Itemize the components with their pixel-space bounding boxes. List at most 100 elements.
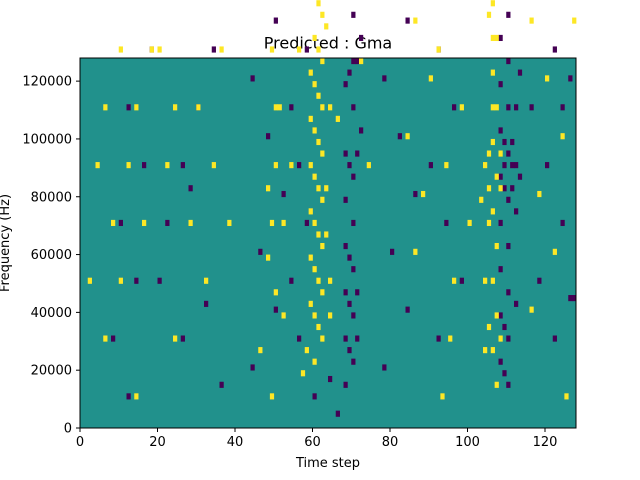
- heatmap-cell-high: [316, 231, 321, 238]
- heatmap-cell-low: [343, 243, 348, 250]
- y-tick-label: 60000: [31, 248, 72, 263]
- heatmap-cell-low: [452, 104, 457, 111]
- heatmap-cell-low: [498, 81, 503, 88]
- heatmap-cell-low: [568, 75, 573, 82]
- heatmap-cell-high: [316, 92, 321, 99]
- heatmap-cell-high: [281, 312, 286, 319]
- heatmap-cell-high: [316, 138, 321, 146]
- heatmap-cell-high: [320, 104, 325, 111]
- heatmap-cell-high: [529, 306, 534, 313]
- heatmap-cell-low: [188, 185, 193, 192]
- y-axis-label: Frequency (Hz): [0, 194, 13, 292]
- plot-area: [79, 0, 577, 429]
- x-axis: 0 20 40 60 80 100 120: [76, 428, 558, 450]
- heatmap-cell-low: [498, 219, 503, 227]
- heatmap-cell-high: [494, 243, 499, 250]
- heatmap-cell-low: [498, 358, 503, 365]
- heatmap-cell-low: [405, 17, 410, 24]
- heatmap-cell-low: [498, 127, 503, 134]
- heatmap-cell-low: [343, 381, 348, 388]
- heatmap-cell-high: [413, 17, 418, 24]
- heatmap-cell-low: [289, 277, 294, 284]
- heatmap-cell-low: [343, 150, 348, 157]
- heatmap-cell-low: [506, 243, 511, 250]
- heatmap-cell-high: [316, 323, 321, 331]
- heatmap-cell-high: [312, 219, 317, 227]
- heatmap-cell-high: [308, 254, 313, 261]
- heatmap-cell-high: [320, 335, 325, 342]
- heatmap-cell-low: [351, 11, 356, 18]
- heatmap-cell-high: [483, 347, 488, 354]
- heatmap-cell-low: [514, 162, 519, 169]
- heatmap-cell-low: [343, 196, 348, 203]
- heatmap-cell-low: [506, 196, 511, 203]
- heatmap-cell-high: [266, 254, 271, 261]
- heatmap-cell-high: [320, 196, 325, 203]
- heatmap-cell-low: [180, 335, 185, 342]
- heatmap-cell-low: [351, 266, 356, 273]
- heatmap-cell-high: [173, 335, 178, 342]
- heatmap-cell-high: [494, 381, 499, 388]
- heatmap-cell-low: [343, 335, 348, 342]
- heatmap-cell-low: [498, 173, 503, 180]
- y-tick-label: 120000: [22, 75, 72, 90]
- heatmap-cell-high: [312, 358, 317, 365]
- heatmap-cell-high: [308, 162, 313, 169]
- heatmap-cell-low: [502, 370, 507, 377]
- heatmap-cell-low: [506, 150, 511, 157]
- heatmap-cell-low: [355, 289, 360, 296]
- heatmap-cell-high: [498, 150, 503, 157]
- heatmap-cell-low: [498, 34, 503, 42]
- heatmap-cell-low: [281, 190, 286, 198]
- heatmap-cell-high: [494, 312, 499, 319]
- heatmap-cell-low: [211, 46, 216, 53]
- heatmap-cell-low: [328, 375, 333, 383]
- heatmap-cell-high: [308, 115, 313, 122]
- heatmap-cell-low: [510, 138, 515, 146]
- heatmap-cell-high: [308, 300, 313, 307]
- heatmap-cell-low: [347, 300, 352, 307]
- x-tick-label: 40: [227, 435, 244, 450]
- heatmap-cell-high: [490, 104, 495, 111]
- x-tick-label: 120: [533, 435, 558, 450]
- heatmap-cell-low: [126, 104, 131, 111]
- heatmap-cell-high: [444, 162, 449, 169]
- heatmap-cell-high: [312, 34, 317, 42]
- heatmap-cell-high: [269, 219, 275, 227]
- heatmap-cell-low: [297, 335, 302, 342]
- heatmap-cell-high: [494, 104, 499, 111]
- heatmap-cell-high: [486, 219, 492, 227]
- heatmap-cell-high: [316, 185, 321, 192]
- heatmap-cell-low: [436, 335, 441, 342]
- heatmap-cell-high: [436, 46, 441, 53]
- heatmap-cell-low: [413, 190, 418, 198]
- heatmap-cell-low: [347, 347, 352, 354]
- x-tick-label: 80: [382, 435, 399, 450]
- y-tick-label: 100000: [22, 132, 72, 147]
- heatmap-cell-low: [510, 162, 515, 169]
- heatmap-cell-high: [118, 46, 123, 53]
- heatmap-cell-low: [250, 364, 255, 371]
- heatmap-cell-high: [269, 46, 275, 53]
- heatmap-cell-low: [506, 381, 511, 388]
- heatmap-cell-high: [486, 150, 492, 157]
- heatmap-cell-low: [304, 219, 309, 227]
- heatmap-cell-high: [494, 34, 499, 42]
- heatmap-cell-low: [506, 58, 511, 65]
- heatmap-cell-high: [304, 347, 309, 354]
- heatmap-cell-high: [316, 277, 321, 284]
- heatmap-cell-high: [428, 75, 433, 82]
- heatmap-cell-low: [180, 162, 185, 169]
- heatmap-cell-low: [502, 323, 507, 331]
- heatmap-cell-high: [87, 277, 92, 284]
- heatmap-cell-low: [552, 46, 557, 53]
- heatmap-cell-high: [277, 104, 282, 111]
- heatmap-cell-high: [269, 393, 275, 400]
- heatmap-cell-low: [359, 127, 364, 134]
- heatmap-cell-high: [308, 208, 313, 215]
- plot-frame: [79, 57, 577, 429]
- heatmap-cell-high: [320, 11, 325, 18]
- heatmap-cell-high: [188, 219, 193, 227]
- heatmap-cell-low: [351, 358, 356, 365]
- heatmap-cell-low: [258, 248, 263, 255]
